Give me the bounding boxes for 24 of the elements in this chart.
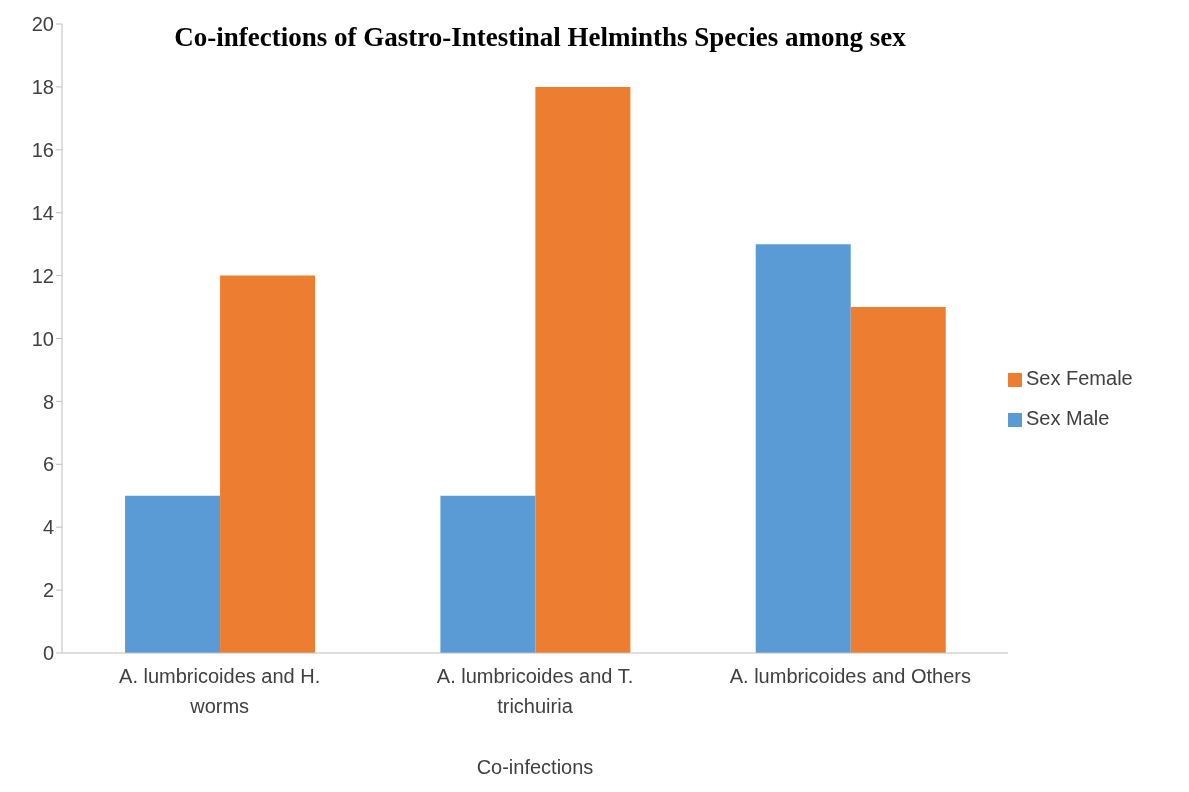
legend-label: Sex Female [1026, 367, 1133, 389]
bar [440, 495, 536, 653]
y-tick-label: 0 [42, 642, 54, 665]
chart-title: Co-infections of Gastro-Intestinal Helminths Species among sex [173, 22, 907, 53]
y-tick-label: 16 [31, 138, 54, 161]
bar [850, 307, 946, 653]
bar [125, 495, 221, 653]
bar [535, 86, 631, 653]
y-tick-label: 18 [31, 76, 54, 98]
y-tick-label: 2 [42, 579, 54, 602]
x-axis-title: Co-infections [476, 756, 594, 778]
y-tick-label: 8 [42, 390, 54, 413]
y-tick-label: 12 [31, 264, 54, 287]
y-tick-label: 4 [42, 516, 54, 539]
x-tick-label: A. lumbricoides and T. trichuiria [436, 665, 634, 717]
legend-label: Sex Male [1026, 407, 1110, 429]
x-tick-label: A. lumbricoides and H. worms [119, 665, 321, 717]
y-tick-label: 10 [31, 327, 54, 350]
bar [755, 244, 851, 653]
x-tick-label: A. lumbricoides and Others [729, 665, 971, 687]
y-tick-label: 14 [31, 201, 54, 224]
y-tick-label: 20 [31, 13, 54, 36]
y-tick-label: 6 [42, 453, 54, 476]
bar [220, 275, 316, 653]
